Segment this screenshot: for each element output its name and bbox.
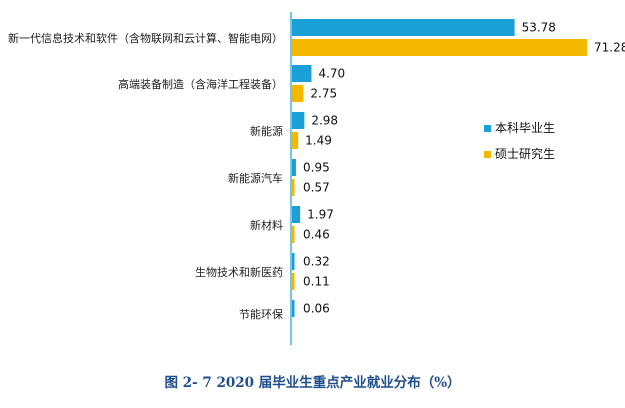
bar-master <box>292 226 295 243</box>
bar-master <box>292 39 587 56</box>
legend-label-master: 硕士研究生 <box>495 146 555 161</box>
value-label-bachelor: 53.78 <box>522 21 556 35</box>
bars-group <box>292 19 587 317</box>
figure-caption: 图 2- 7 2020 届毕业生重点产业就业分布（%） <box>164 375 461 391</box>
bar-bachelor <box>292 253 295 270</box>
value-label-master: 1.49 <box>305 134 332 148</box>
legend-swatch-master <box>484 151 491 158</box>
bar-master <box>292 85 304 102</box>
value-labels-group: 53.78 71.28 4.70 2.75 2.98 1.49 0.95 0.57 1.97 0.… <box>303 21 625 316</box>
value-label-bachelor: 4.70 <box>318 67 345 81</box>
category-labels-group: 新一代信息技术和软件（含物联网和云计算、智能电网） 高端装备制造（含海洋工程装备）… <box>8 31 283 321</box>
value-label-master: 0.11 <box>303 275 330 289</box>
category-label: 新一代信息技术和软件（含物联网和云计算、智能电网） <box>8 31 283 45</box>
value-label-bachelor: 2.98 <box>311 114 338 128</box>
category-label: 节能环保 <box>239 307 283 321</box>
category-label: 生物技术和新医药 <box>195 265 283 279</box>
value-label-master: 2.75 <box>310 87 337 101</box>
category-label: 新能源汽车 <box>228 171 283 185</box>
bar-chart: 53.78 71.28 4.70 2.75 2.98 1.49 0.95 0.57 1.97 0.… <box>8 12 625 345</box>
value-label-master: 0.46 <box>303 228 330 242</box>
bar-master <box>292 132 299 149</box>
value-label-bachelor: 1.97 <box>307 208 334 222</box>
bar-bachelor <box>292 159 296 176</box>
bar-bachelor <box>292 112 305 129</box>
value-label-master: 0.57 <box>303 181 330 195</box>
category-label: 高端装备制造（含海洋工程装备） <box>118 77 283 91</box>
bar-master <box>292 179 295 196</box>
bar-bachelor <box>292 19 515 36</box>
legend-label-bachelor: 本科毕业生 <box>495 121 555 135</box>
bar-bachelor <box>292 65 312 82</box>
category-label: 新能源 <box>250 124 283 138</box>
value-label-bachelor: 0.06 <box>303 302 330 316</box>
value-label-bachelor: 0.95 <box>303 161 330 175</box>
bar-bachelor <box>292 206 301 223</box>
legend: 本科毕业生 硕士研究生 <box>484 121 555 161</box>
bar-bachelor <box>292 300 295 317</box>
bar-master <box>292 273 295 290</box>
value-label-master: 71.28 <box>594 41 625 55</box>
value-label-bachelor: 0.32 <box>303 255 330 269</box>
category-label: 新材料 <box>250 218 283 232</box>
legend-swatch-bachelor <box>484 125 491 132</box>
